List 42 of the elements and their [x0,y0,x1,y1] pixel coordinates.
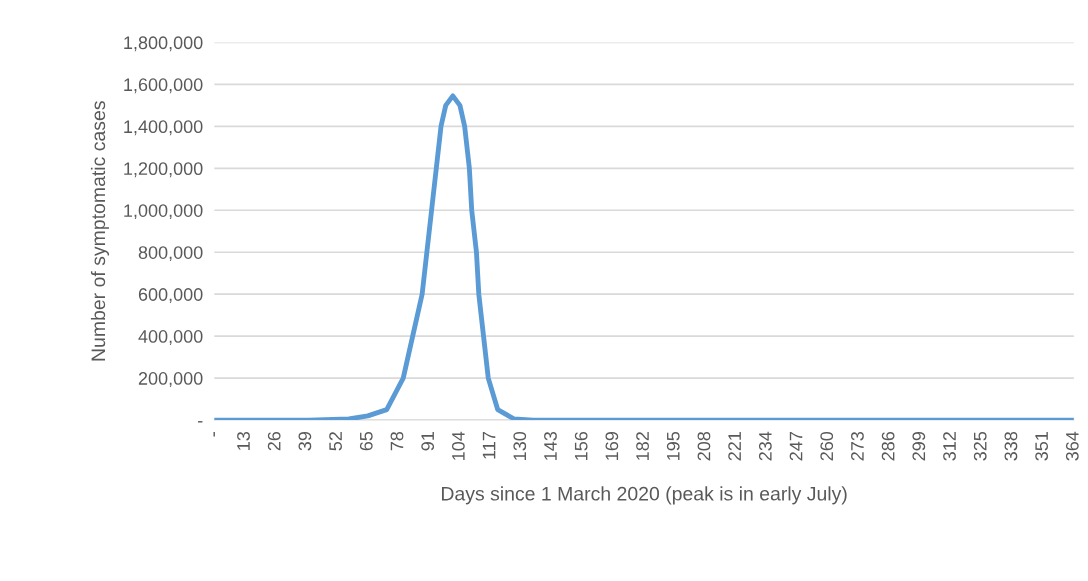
y-tick-label: - [198,421,203,423]
x-tick-label: 52 [329,432,342,451]
y-tick-label: 1,000,000 [124,204,203,220]
x-tick-label: 208 [697,431,711,461]
x-tick-label: 26 [267,431,281,451]
x-tick-label: 351 [1035,432,1049,461]
x-tick-label: 286 [881,431,895,461]
y-tick-label: 1,400,000 [124,120,203,136]
y-tick-label: 800,000 [138,246,203,262]
x-tick-label: 195 [666,431,680,460]
x-tick-label: 247 [789,432,803,461]
x-tick-label: 273 [851,431,864,461]
x-tick-label: 39 [298,432,312,451]
x-tick-label: 221 [728,432,741,461]
x-axis-title: Days since 1 March 2020 (peak is in early July) [441,486,847,505]
x-tick-label: 91 [421,432,435,451]
y-axis-title: Number of symptomatic cases [90,101,110,361]
x-tick-label: 169 [605,432,619,460]
x-tick-label: 117 [482,432,496,459]
x-tick-label: 143 [544,431,557,460]
x-tick-label: - [213,431,215,437]
x-tick-label: 182 [636,432,649,460]
y-tick-label: 200,000 [138,372,203,387]
x-tick-label: 299 [912,432,926,461]
y-tick-label: 1,800,000 [124,36,203,52]
x-tick-label: 234 [758,431,772,461]
x-tick-label: 364 [1065,431,1079,461]
x-tick-label: 13 [237,431,250,450]
y-tick-label: 600,000 [138,288,203,304]
y-tick-label: 1,600,000 [124,78,203,94]
x-tick-label: 78 [390,431,404,451]
y-tick-label: 400,000 [138,330,203,345]
x-tick-label: 338 [1004,431,1018,461]
x-tick-label: 130 [513,431,527,460]
x-tick-label: 104 [451,431,465,460]
x-tick-label: 65 [359,431,373,451]
x-tick-label: 312 [943,432,956,461]
x-tick-label: 156 [574,431,588,460]
line-series [214,93,1074,421]
x-tick-label: 260 [820,431,834,461]
x-tick-label: 325 [973,431,987,461]
y-tick-label: 1,200,000 [124,162,203,178]
